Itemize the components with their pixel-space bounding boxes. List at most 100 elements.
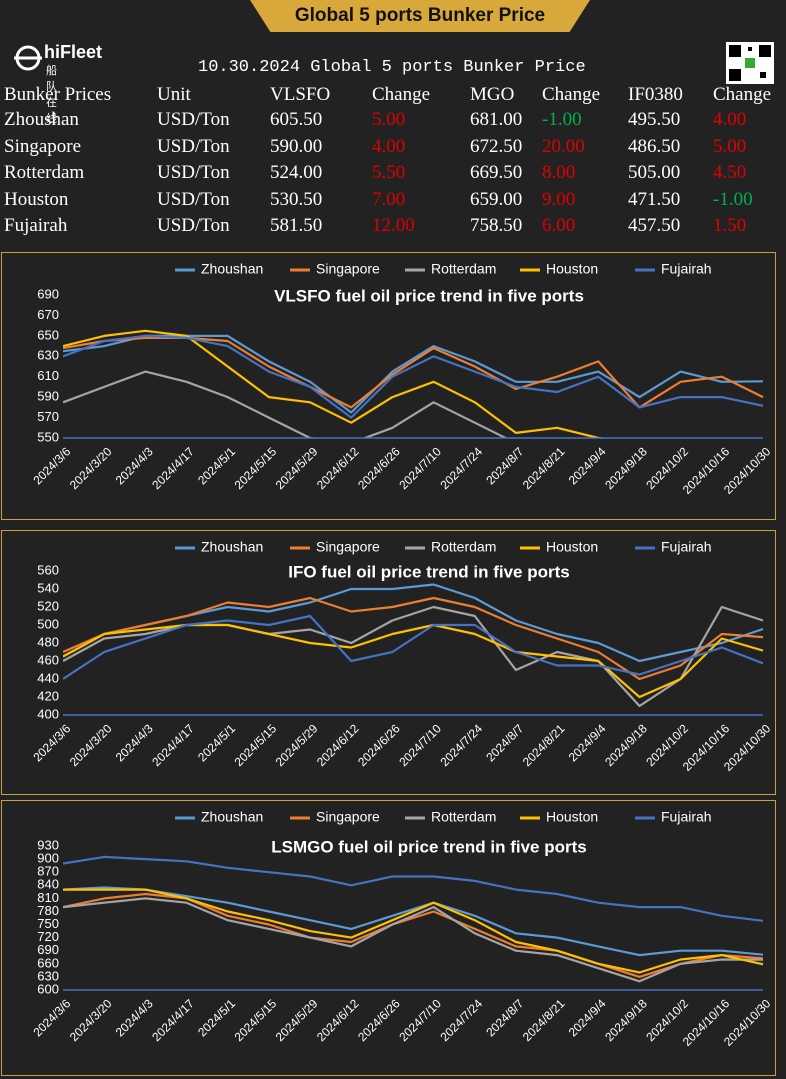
y-tick-label: 550 <box>37 429 59 444</box>
table-cell: Houston <box>4 188 69 210</box>
x-tick-label: 2024/3/20 <box>67 996 115 1044</box>
y-tick-label: 480 <box>37 634 59 649</box>
logo-text: hiFleet <box>44 42 103 62</box>
table-cell: 605.50 <box>270 109 323 130</box>
y-tick-label: 460 <box>37 652 59 667</box>
table-cell: Change <box>372 84 431 105</box>
table-cell: Zhoushan <box>4 109 79 130</box>
x-tick-label: 2024/6/12 <box>314 721 362 769</box>
x-tick-label: 2024/6/26 <box>355 721 403 769</box>
table-cell: USD/Ton <box>157 109 230 130</box>
x-tick-label: 2024/7/24 <box>437 721 485 769</box>
table-cell: 4.50 <box>713 162 747 183</box>
y-tick-label: 500 <box>37 616 59 631</box>
table-cell: 5.50 <box>372 162 406 183</box>
legend-label: Zhoushan <box>201 809 263 825</box>
x-tick-label: 2024/7/10 <box>396 721 444 769</box>
legend-label: Fujairah <box>661 261 712 277</box>
table-cell: 590.00 <box>270 135 323 157</box>
y-tick-label: 400 <box>37 706 59 721</box>
table-cell: 5.00 <box>713 135 747 157</box>
y-tick-label: 630 <box>37 348 59 363</box>
panel-border <box>1 252 776 520</box>
y-tick-label: 670 <box>37 307 59 322</box>
y-tick-label: 660 <box>37 955 59 970</box>
table-cell: Singapore <box>4 135 82 157</box>
x-tick-label: 2024/5/15 <box>232 721 280 769</box>
legend-label: Singapore <box>316 539 380 555</box>
y-tick-label: 590 <box>37 389 59 404</box>
y-tick-label: 610 <box>37 368 59 383</box>
legend-label: Rotterdam <box>431 261 496 277</box>
y-tick-label: 720 <box>37 929 59 944</box>
y-tick-label: 570 <box>37 409 59 424</box>
series-line <box>63 897 764 983</box>
qr-code <box>726 42 774 84</box>
series-line <box>63 329 608 438</box>
x-tick-label: 2024/5/29 <box>273 721 321 769</box>
series-line <box>63 886 764 957</box>
series-line <box>63 336 764 409</box>
series-line <box>63 596 764 681</box>
x-tick-label: 2024/5/15 <box>232 444 280 492</box>
x-tick-label: 2024/9/18 <box>602 444 650 492</box>
x-tick-label: 2024/5/29 <box>273 996 321 1044</box>
table-cell: -1.00 <box>713 188 753 210</box>
plot <box>63 855 764 983</box>
plot <box>63 583 764 708</box>
legend-label: Houston <box>546 539 598 555</box>
x-tick-label: 2024/6/26 <box>355 444 403 492</box>
x-tick-label: 2024/4/17 <box>149 444 197 492</box>
logo-subtext: 船队在线 <box>46 65 59 125</box>
logo-icon <box>14 45 42 71</box>
chart-title: LSMGO fuel oil price trend in five ports <box>271 837 586 856</box>
y-tick-label: 870 <box>37 864 59 879</box>
y-tick-label: 900 <box>37 851 59 866</box>
legend-label: Fujairah <box>661 809 712 825</box>
table-cell: VLSFO <box>270 84 331 105</box>
table-cell: Change <box>542 84 601 105</box>
table-cell: 471.50 <box>628 188 681 210</box>
legend-label: Houston <box>546 261 598 277</box>
table-cell: 659.00 <box>470 188 523 210</box>
legend-label: Zhoushan <box>201 539 263 555</box>
legend-label: Zhoushan <box>201 261 263 277</box>
table-cell: 524.00 <box>270 162 323 183</box>
y-tick-label: 520 <box>37 598 59 613</box>
table-cell: 5.00 <box>372 109 406 130</box>
table-cell: 457.50 <box>628 215 681 236</box>
panel-border <box>1 530 776 795</box>
series-line <box>63 583 764 663</box>
legend-label: Singapore <box>316 261 380 277</box>
table-cell: 505.00 <box>628 162 681 183</box>
x-tick-label: 2024/4/17 <box>149 996 197 1044</box>
legend-label: Singapore <box>316 809 380 825</box>
y-tick-label: 540 <box>37 580 59 595</box>
x-tick-label: 2024/7/10 <box>396 444 444 492</box>
chart-title: VLSFO fuel oil price trend in five ports <box>274 286 584 305</box>
x-tick-label: 2024/8/21 <box>520 721 568 769</box>
y-tick-label: 630 <box>37 968 59 983</box>
y-tick-label: 690 <box>37 286 59 301</box>
banner-title: Global 5 ports Bunker Price <box>250 0 590 32</box>
table-cell: 12.00 <box>372 215 415 236</box>
x-tick-label: 2024/6/12 <box>314 996 362 1044</box>
y-tick-label: 650 <box>37 327 59 342</box>
y-tick-label: 600 <box>37 981 59 996</box>
y-tick-label: 810 <box>37 890 59 905</box>
x-tick-label: 2024/8/21 <box>520 996 568 1044</box>
x-tick-label: 2024/6/26 <box>355 996 403 1044</box>
x-tick-label: 2024/9/18 <box>602 721 650 769</box>
chart: Zhoushan Singapore Rotterdam Houston Fujaira… <box>1 530 776 795</box>
x-tick-label: 2024/7/10 <box>396 996 444 1044</box>
table-cell: 20.00 <box>542 135 585 157</box>
table-cell: 672.50 <box>470 135 523 157</box>
legend-label: Houston <box>546 809 598 825</box>
x-tick-label: 2024/6/12 <box>314 444 362 492</box>
table-cell: Unit <box>157 84 191 105</box>
panel-border <box>1 800 776 1076</box>
table-cell: 495.50 <box>628 109 681 130</box>
table-cell: Rotterdam <box>4 162 85 183</box>
table-cell: -1.00 <box>542 109 582 130</box>
